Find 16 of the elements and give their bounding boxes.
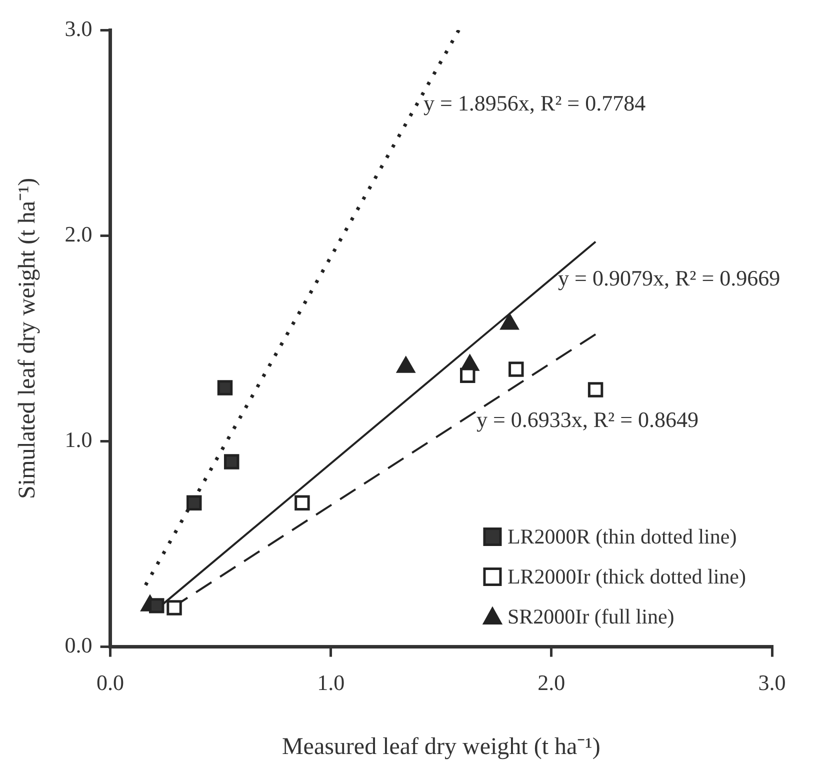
y-tick-label: 3.0 <box>64 16 92 41</box>
x-tick-label: 3.0 <box>758 670 786 695</box>
annotation: y = 0.9079x, R² = 0.9669 <box>558 265 780 290</box>
legend-label: LR2000R (thin dotted line) <box>507 524 737 548</box>
x-tick-label: 1.0 <box>317 670 345 695</box>
y-tick-label: 1.0 <box>64 426 92 452</box>
y-tick-label: 2.0 <box>64 221 92 246</box>
x-axis-title: Measured leaf dry weight (t ha⁻¹) <box>282 734 600 760</box>
y-axis-title: Simulated leaf dry weight (t ha⁻¹) <box>14 178 41 499</box>
legend-label: LR2000Ir (thick dotted line) <box>507 564 746 588</box>
annotation: y = 1.8956x, R² = 0.7784 <box>424 90 646 116</box>
legend-label: SR2000Ir (full line) <box>507 604 674 628</box>
y-tick-label: 0.0 <box>64 632 92 658</box>
x-tick-label: 2.0 <box>538 670 566 695</box>
annotation: y = 0.6933x, R² = 0.8649 <box>476 407 699 432</box>
x-tick-label: 0.0 <box>96 670 124 695</box>
